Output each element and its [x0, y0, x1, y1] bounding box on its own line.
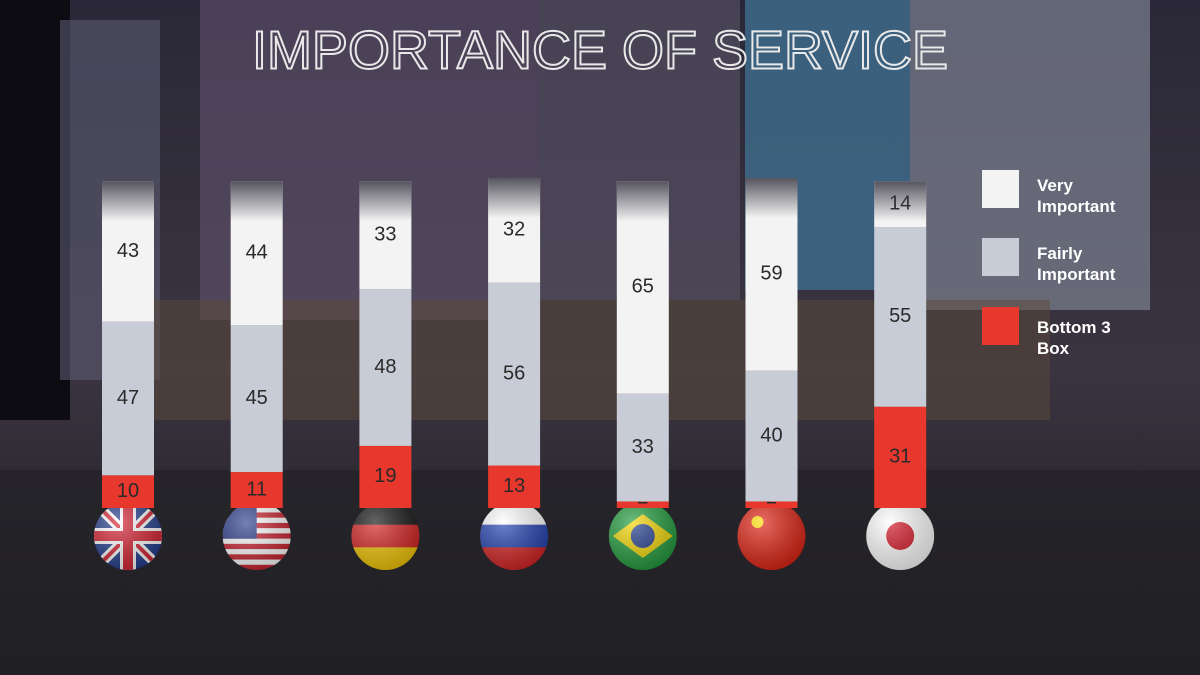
bar-segment — [102, 321, 154, 476]
flag-shine — [866, 502, 935, 570]
flag-shine — [608, 502, 677, 570]
bar-segment — [488, 465, 541, 508]
flag — [737, 502, 806, 570]
flag — [866, 502, 935, 570]
bar-segment — [102, 475, 154, 508]
flag-shine — [480, 502, 549, 570]
bar-fade — [488, 178, 541, 218]
data-label: 19 — [374, 465, 396, 487]
bar-fade — [616, 181, 669, 222]
flag-shine — [737, 502, 806, 570]
flag — [94, 502, 162, 570]
bar-segment — [359, 445, 412, 508]
data-label: 65 — [632, 276, 654, 298]
bar-fade — [230, 181, 283, 222]
flag — [608, 502, 677, 570]
bar-segment — [616, 393, 669, 502]
bar-segment — [745, 501, 798, 508]
bar-fade — [102, 181, 154, 222]
flag-shine — [351, 502, 420, 570]
flag — [480, 502, 549, 570]
data-label: 40 — [760, 424, 782, 446]
bar-segment — [359, 289, 412, 446]
bar-segment — [616, 501, 669, 508]
bar-fade — [745, 178, 798, 218]
legend-swatch — [982, 170, 1019, 208]
legend-label: Fairly Important — [1037, 244, 1116, 284]
data-label: 47 — [117, 387, 139, 409]
bar-fade — [874, 181, 927, 222]
bar-segment — [745, 370, 798, 502]
chart-title: IMPORTANCE OF SERVICE — [252, 20, 948, 80]
flag — [351, 502, 420, 570]
bar-segment — [230, 325, 283, 473]
bar-fade — [359, 181, 412, 222]
data-label: 10 — [117, 480, 139, 502]
data-label: 32 — [503, 219, 525, 241]
flags — [94, 502, 935, 570]
legend-label: Very Important — [1037, 176, 1116, 216]
legend-swatch — [982, 307, 1019, 345]
bar-segment — [874, 227, 927, 407]
data-label: 48 — [374, 356, 396, 378]
flag — [222, 502, 291, 570]
data-label: 43 — [117, 240, 139, 262]
flag-shine — [222, 502, 291, 570]
data-label: 13 — [503, 475, 525, 497]
data-label: 56 — [503, 362, 525, 384]
data-label: 45 — [246, 387, 268, 409]
legend-label: Bottom 3 Box — [1037, 318, 1111, 358]
data-label: 33 — [374, 223, 396, 245]
legend-swatch — [982, 238, 1019, 276]
data-label: 44 — [246, 241, 268, 263]
data-label: 11 — [246, 478, 267, 500]
bar-segment — [230, 472, 283, 508]
bar-segment — [874, 406, 927, 508]
bar-segment — [488, 282, 541, 466]
data-label: 55 — [889, 305, 911, 327]
data-label: 33 — [632, 436, 654, 458]
flag-shine — [94, 502, 162, 570]
data-label: 59 — [760, 263, 782, 285]
data-label: 31 — [889, 446, 911, 468]
